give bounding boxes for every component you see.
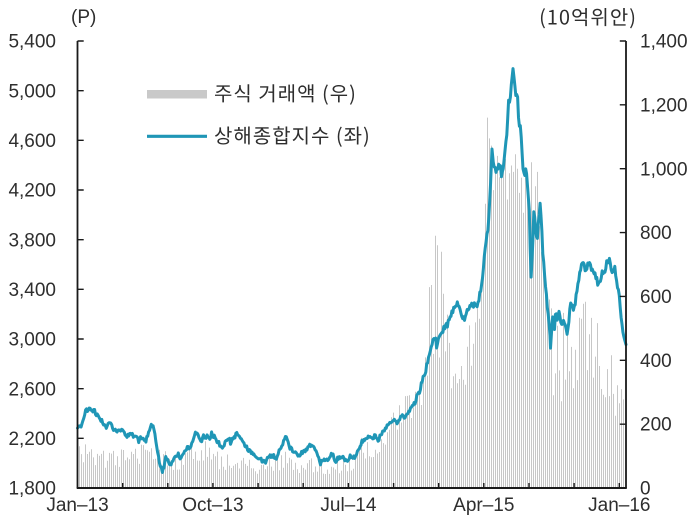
svg-text:200: 200	[640, 415, 672, 436]
svg-text:Apr–15: Apr–15	[453, 495, 514, 516]
svg-text:3,000: 3,000	[8, 330, 56, 351]
svg-text:Oct–13: Oct–13	[182, 495, 243, 516]
svg-text:0: 0	[640, 479, 651, 500]
svg-text:800: 800	[640, 223, 672, 244]
svg-text:3,400: 3,400	[8, 280, 56, 301]
svg-text:4,600: 4,600	[8, 131, 56, 152]
svg-text:1,400: 1,400	[640, 32, 688, 53]
svg-text:(P): (P)	[71, 7, 96, 28]
svg-text:5,000: 5,000	[8, 81, 56, 102]
svg-text:1,000: 1,000	[640, 159, 688, 180]
svg-text:Jul–14: Jul–14	[320, 495, 376, 516]
svg-text:4,200: 4,200	[8, 181, 56, 202]
svg-text:2,200: 2,200	[8, 429, 56, 450]
svg-text:1,200: 1,200	[640, 96, 688, 117]
svg-text:1,800: 1,800	[8, 479, 56, 500]
svg-text:2,600: 2,600	[8, 379, 56, 400]
svg-text:600: 600	[640, 287, 672, 308]
svg-text:5,400: 5,400	[8, 32, 56, 53]
svg-text:Jan–16: Jan–16	[588, 495, 650, 516]
svg-text:Jan–13: Jan–13	[46, 495, 108, 516]
svg-text:3,800: 3,800	[8, 230, 56, 251]
svg-text:400: 400	[640, 351, 672, 372]
